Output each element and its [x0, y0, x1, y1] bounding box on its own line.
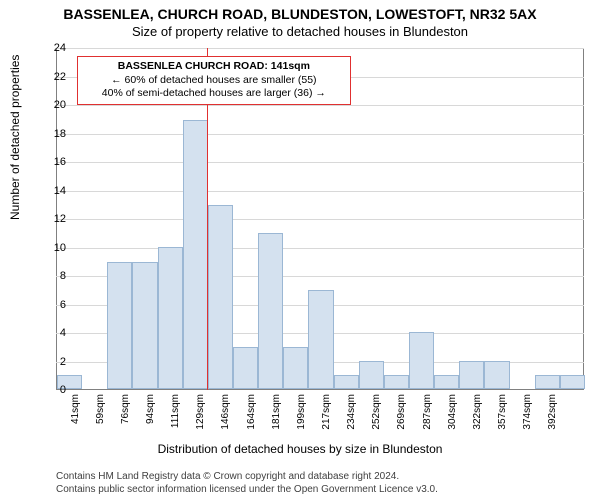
- y-tick-label: 22: [42, 71, 66, 83]
- x-tick-label: 41sqm: [70, 394, 81, 424]
- y-tick-label: 6: [42, 299, 66, 311]
- histogram-bar: [258, 233, 283, 389]
- y-tick-label: 4: [42, 327, 66, 339]
- annotation-box: BASSENLEA CHURCH ROAD: 141sqm ← 60% of d…: [77, 56, 351, 105]
- y-tick-label: 8: [42, 270, 66, 282]
- histogram-bar: [484, 361, 509, 389]
- histogram-bar: [183, 120, 208, 389]
- plot-area: BASSENLEA CHURCH ROAD: 141sqm ← 60% of d…: [56, 48, 584, 390]
- y-tick-label: 10: [42, 242, 66, 254]
- x-tick-label: 252sqm: [371, 394, 382, 430]
- histogram-bar: [359, 361, 384, 389]
- histogram-bar: [409, 332, 434, 389]
- histogram-bar: [233, 347, 258, 390]
- x-tick-label: 164sqm: [246, 394, 257, 430]
- y-tick-label: 20: [42, 99, 66, 111]
- histogram-bar: [560, 375, 585, 389]
- x-tick-label: 269sqm: [396, 394, 407, 430]
- x-tick-label: 392sqm: [547, 394, 558, 430]
- x-tick-label: 199sqm: [296, 394, 307, 430]
- y-tick-label: 16: [42, 156, 66, 168]
- x-tick-label: 146sqm: [220, 394, 231, 430]
- chart-figure: BASSENLEA, CHURCH ROAD, BLUNDESTON, LOWE…: [0, 0, 600, 500]
- histogram-bar: [208, 205, 233, 389]
- y-tick-label: 18: [42, 128, 66, 140]
- y-tick-label: 0: [42, 384, 66, 396]
- histogram-bar: [434, 375, 459, 389]
- chart-title: BASSENLEA, CHURCH ROAD, BLUNDESTON, LOWE…: [0, 0, 600, 22]
- histogram-bar: [158, 247, 183, 389]
- y-tick-label: 24: [42, 42, 66, 54]
- x-tick-label: 304sqm: [447, 394, 458, 430]
- y-tick-label: 12: [42, 213, 66, 225]
- x-tick-label: 181sqm: [271, 394, 282, 430]
- x-tick-label: 287sqm: [422, 394, 433, 430]
- x-tick-label: 357sqm: [497, 394, 508, 430]
- chart-subtitle: Size of property relative to detached ho…: [0, 22, 600, 39]
- x-axis-label: Distribution of detached houses by size …: [0, 442, 600, 456]
- x-tick-label: 94sqm: [145, 394, 156, 424]
- footer-line1: Contains HM Land Registry data © Crown c…: [56, 471, 588, 484]
- footer-credits: Contains HM Land Registry data © Crown c…: [56, 471, 588, 496]
- histogram-bar: [384, 375, 409, 389]
- histogram-bar: [132, 262, 157, 390]
- footer-line2: Contains public sector information licen…: [56, 484, 588, 497]
- y-tick-label: 2: [42, 356, 66, 368]
- annotation-title: BASSENLEA CHURCH ROAD: 141sqm: [84, 60, 344, 74]
- x-tick-label: 234sqm: [346, 394, 357, 430]
- histogram-bar: [308, 290, 333, 389]
- y-tick-label: 14: [42, 185, 66, 197]
- x-tick-label: 59sqm: [95, 394, 106, 424]
- x-tick-label: 76sqm: [120, 394, 131, 424]
- histogram-bar: [535, 375, 560, 389]
- histogram-bar: [107, 262, 132, 390]
- annotation-line-left: ← 60% of detached houses are smaller (55…: [84, 74, 344, 88]
- histogram-bar: [283, 347, 308, 390]
- x-tick-label: 217sqm: [321, 394, 332, 430]
- x-tick-label: 374sqm: [522, 394, 533, 430]
- x-tick-label: 111sqm: [170, 394, 181, 428]
- x-tick-label: 322sqm: [472, 394, 483, 430]
- x-tick-label: 129sqm: [195, 394, 206, 430]
- y-axis-label: Number of detached properties: [8, 55, 22, 220]
- annotation-line-right: 40% of semi-detached houses are larger (…: [84, 87, 344, 101]
- histogram-bar: [334, 375, 359, 389]
- histogram-bar: [459, 361, 484, 389]
